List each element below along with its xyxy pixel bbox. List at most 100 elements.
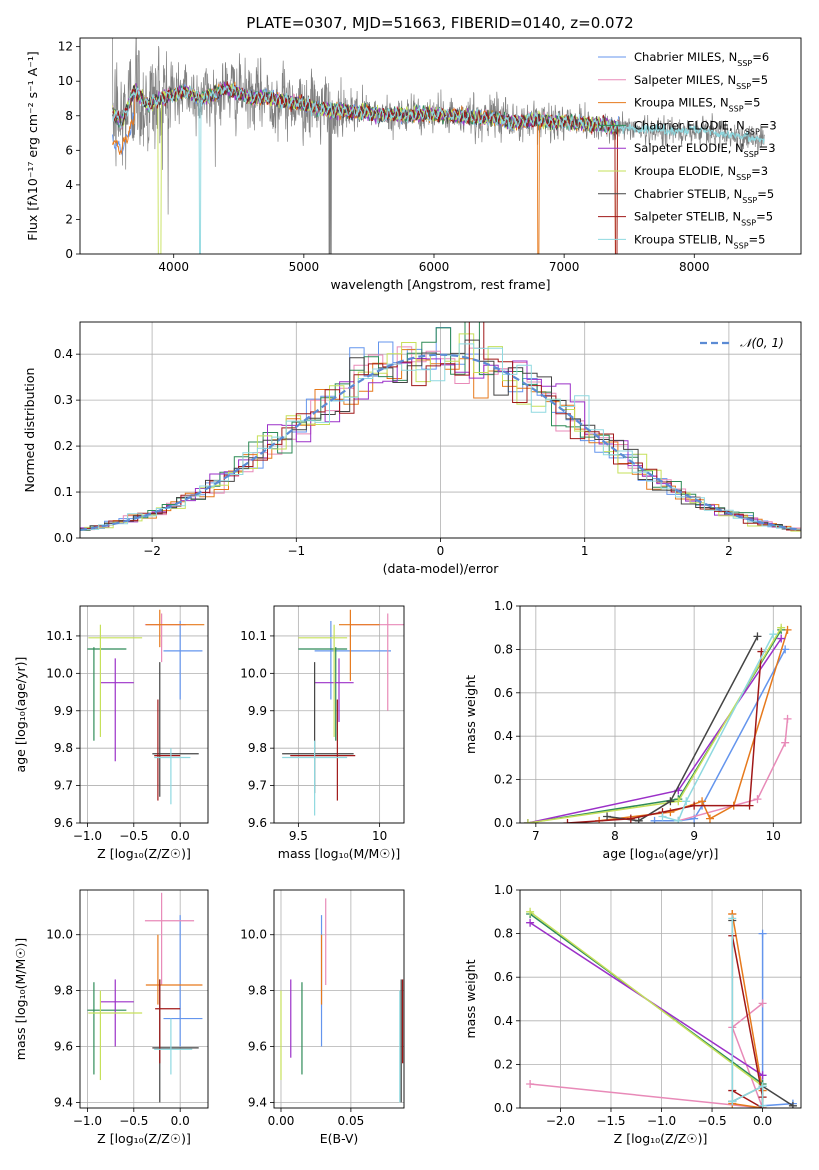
plus-marker xyxy=(788,1101,797,1108)
y-tick-label: 0.4 xyxy=(494,1014,513,1028)
plus-marker xyxy=(783,714,792,723)
mass_vs_EBV-grid xyxy=(274,890,404,1108)
series-line xyxy=(527,638,782,823)
massweight_vs_Z-frame xyxy=(519,889,802,1109)
massweight_vs_age-grid xyxy=(520,605,801,824)
plus-marker xyxy=(745,801,754,810)
y-axis-label: mass weight xyxy=(463,675,478,754)
plus-marker xyxy=(728,1097,737,1106)
errorbar-kroupa-stelib xyxy=(154,1018,193,1075)
age_vs_Z-panel: −1.0 −0.5 0.0 9.6 9.7 9.8 9.9 10.0 10.1 Z [log₁₀(… xyxy=(13,605,209,861)
x-tick-label: −1 xyxy=(287,544,305,558)
series-line xyxy=(761,933,793,1107)
legend-value: =5 xyxy=(749,232,766,246)
mass_vs_Z-plot-area xyxy=(87,892,203,1103)
y-tick-label: 0.6 xyxy=(494,686,513,700)
y-tick-label: 0.4 xyxy=(494,729,513,743)
model-line-kroupa-stelib xyxy=(112,83,619,254)
massweight_vs_age-panel: 7 8 9 10 0.0 0.2 0.4 0.6 0.8 1.0 age [log₁₀(age/yr… xyxy=(463,599,802,861)
x-tick-label: −0.5 xyxy=(119,1114,148,1128)
y-tick-label: 1.0 xyxy=(494,599,513,613)
plus-marker xyxy=(758,1082,767,1091)
errorbar-salpeter-miles xyxy=(144,892,195,986)
plus-marker xyxy=(777,634,786,643)
age_vs_mass-panel: 9.5 10 9.6 9.7 9.8 9.9 10.0 10.1 mass [log₁₀(M/M… xyxy=(240,605,405,861)
plus-marker xyxy=(758,929,767,938)
x-tick-label: 9.5 xyxy=(289,829,308,843)
series-salpeter-elodie xyxy=(523,634,786,823)
x-tick-label: 4000 xyxy=(158,260,189,274)
errorbar-chabrier-elodie xyxy=(298,647,348,741)
errorbar-salpeter-stelib xyxy=(154,699,181,801)
y-tick-label: 0.0 xyxy=(494,1101,513,1115)
age_vs_mass-plot-area xyxy=(282,609,404,816)
series-chabrier-miles xyxy=(650,645,790,823)
y-tick-label: 9.8 xyxy=(54,741,73,755)
x-tick-label: 7 xyxy=(532,829,540,843)
legend-entry: Chabrier MILES, NSSP=6 xyxy=(634,50,769,68)
plus-marker xyxy=(690,801,699,810)
plus-marker xyxy=(634,816,643,823)
series-line xyxy=(731,913,764,1108)
mass_vs_Z-panel: −1.0 −0.5 0.0 9.4 9.6 9.8 10.0 Z [log₁₀(Z/Z☉)] m… xyxy=(13,889,209,1146)
plus-marker xyxy=(769,630,778,639)
age_vs_mass-axes: 9.5 10 9.6 9.7 9.8 9.9 10.0 10.1 mass [log₁₀(M/M… xyxy=(240,605,405,861)
x-axis-label: E(B-V) xyxy=(320,1131,359,1146)
mass_vs_Z-grid xyxy=(80,890,208,1108)
y-axis-label: Flux [fλ10⁻¹⁷ erg cm⁻² s⁻¹ A⁻¹] xyxy=(25,51,40,240)
y-tick-label: 10.0 xyxy=(240,666,267,680)
x-axis-label: (data-model)/error xyxy=(383,561,500,576)
legend-subscript: SSP xyxy=(742,195,757,204)
spectrum-panel: 4000 5000 6000 7000 8000 0 2 4 6 8 10 12 wavelength … xyxy=(25,37,802,292)
y-tick-label: 9.6 xyxy=(248,1040,267,1054)
y-tick-label: 0.0 xyxy=(494,816,513,830)
x-tick-label: 6000 xyxy=(419,260,450,274)
errorbar-chabrier-stelib xyxy=(282,662,354,794)
series-salpeter-stelib xyxy=(563,647,766,823)
series-line xyxy=(527,629,782,823)
y-axis-label: age [log₁₀(age/yr)] xyxy=(13,657,28,773)
massweight_vs_age-frame xyxy=(519,605,802,824)
y-tick-label: 9.8 xyxy=(248,741,267,755)
massweight_vs_Z-axes: −2.0 −1.5 −1.0 −0.5 0.0 0.0 0.2 0.4 0.6 0.8 1.0 Z [… xyxy=(463,883,802,1146)
y-tick-label: 0.2 xyxy=(494,773,513,787)
mass_vs_EBV-panel: 0.00 0.05 9.4 9.6 9.8 10.0 E(B-V) xyxy=(240,889,405,1146)
series-line xyxy=(530,1002,764,1108)
legend-value: =5 xyxy=(756,210,773,224)
x-axis-label: Z [log₁₀(Z/Z☉)] xyxy=(97,1131,191,1146)
plus-marker xyxy=(674,816,683,823)
x-tick-label: 2 xyxy=(725,544,733,558)
plus-marker xyxy=(526,1080,535,1089)
y-tick-label: 8 xyxy=(65,109,73,123)
massweight_vs_Z-panel: −2.0 −1.5 −1.0 −0.5 0.0 0.0 0.2 0.4 0.6 0.8 1.0 Z [… xyxy=(463,883,802,1146)
series-line xyxy=(567,651,763,823)
plus-marker xyxy=(758,999,767,1008)
series-line xyxy=(527,627,782,823)
errorbar-kroupa-miles xyxy=(339,609,380,681)
x-tick-label: 1 xyxy=(581,544,589,558)
plus-marker xyxy=(650,816,659,823)
errorbar-kroupa-stelib xyxy=(154,748,191,805)
y-tick-label: 0.8 xyxy=(494,642,513,656)
legend-subscript: SSP xyxy=(734,241,749,250)
x-tick-label: 5000 xyxy=(289,260,320,274)
y-tick-label: 0.6 xyxy=(494,970,513,984)
legend-entry: Salpeter MILES, NSSP=5 xyxy=(634,73,768,91)
y-tick-label: 10.0 xyxy=(46,666,73,680)
y-tick-label: 9.7 xyxy=(54,779,73,793)
plus-marker xyxy=(666,808,675,817)
y-tick-label: 9.6 xyxy=(54,1040,73,1054)
x-tick-label: −1.5 xyxy=(596,1114,625,1128)
x-tick-label: −1.0 xyxy=(647,1114,676,1128)
spectrum-legend: Chabrier MILES, NSSP=6 Salpeter MILES, NS… xyxy=(598,50,777,250)
x-tick-label: −1.0 xyxy=(73,829,102,843)
x-tick-label: 0.05 xyxy=(338,1114,365,1128)
legend-value: =5 xyxy=(751,73,768,87)
x-axis-label: Z [log₁₀(Z/Z☉)] xyxy=(614,1131,708,1146)
spectrum-axes: 4000 5000 6000 7000 8000 0 2 4 6 8 10 12 wavelength … xyxy=(25,37,802,292)
y-tick-label: 9.4 xyxy=(54,1095,73,1109)
age_vs_mass-frame xyxy=(273,605,405,824)
plus-marker xyxy=(563,819,572,823)
y-tick-label: 0.2 xyxy=(54,439,73,453)
y-tick-label: 0.2 xyxy=(494,1057,513,1071)
